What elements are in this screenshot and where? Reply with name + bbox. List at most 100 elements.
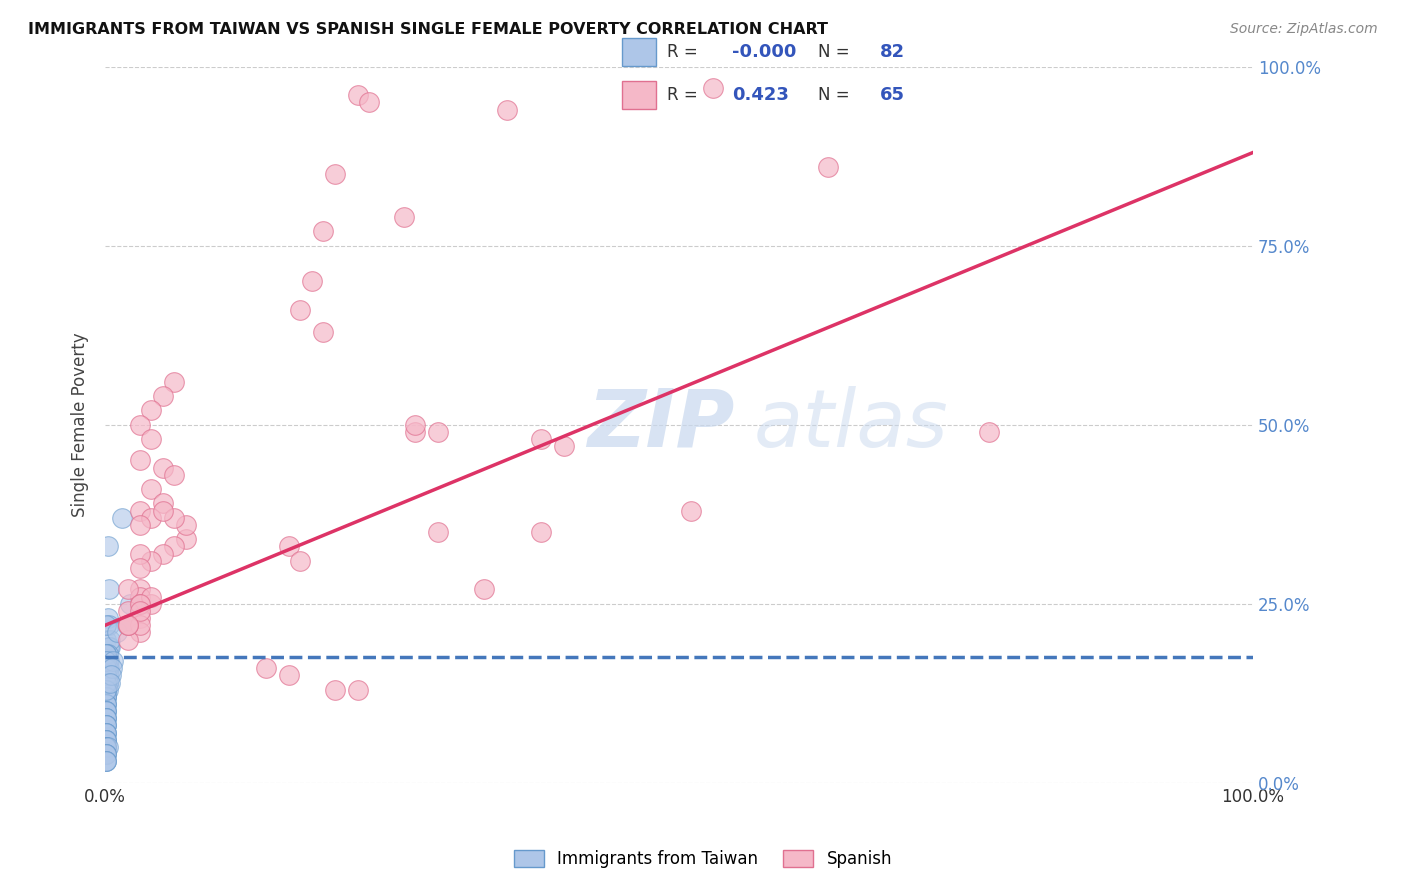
Point [96,661,118,675]
Point [346,88,368,103]
Point [96,754,118,768]
Point [96,725,118,739]
Point [96,754,118,768]
Y-axis label: Single Female Poverty: Single Female Poverty [72,333,89,517]
Point [139,510,162,524]
Point [96,682,118,697]
Point [128,561,150,575]
Point [530,525,553,540]
Point [702,81,724,95]
Point [392,210,415,224]
Point [96,732,118,747]
Point [290,554,312,568]
Text: N =: N = [818,87,855,104]
Point [96,732,118,747]
Point [139,482,162,496]
Text: 65: 65 [880,87,905,104]
Point [117,618,139,632]
Text: N =: N = [818,43,855,61]
Point [96,739,118,754]
Point [323,167,346,181]
Point [139,403,162,417]
Point [530,432,553,446]
Point [96,704,118,718]
Text: ZIP: ZIP [588,385,734,464]
Point [96,647,118,661]
Point [96,661,118,675]
Point [96,682,118,697]
Point [96,540,118,554]
Point [163,467,186,482]
Point [96,675,118,690]
Point [96,747,118,761]
Point [96,611,118,625]
Point [96,704,118,718]
Point [96,668,118,682]
Point [96,654,118,668]
Point [96,697,118,711]
Point [96,718,118,732]
Point [117,618,139,632]
Point [96,725,118,739]
Legend: Immigrants from Taiwan, Spanish: Immigrants from Taiwan, Spanish [508,843,898,875]
Point [96,661,118,675]
Point [97,618,120,632]
Point [427,425,450,439]
Point [96,647,118,661]
Text: Source: ZipAtlas.com: Source: ZipAtlas.com [1230,22,1378,37]
Point [96,618,118,632]
Point [96,647,118,661]
Point [96,661,118,675]
Point [96,647,118,661]
Point [96,697,118,711]
Point [128,503,150,517]
Point [111,510,134,524]
Point [128,625,150,640]
Point [96,711,118,725]
Point [117,582,139,597]
Point [128,453,150,467]
Point [96,690,118,704]
Point [128,611,150,625]
Point [115,618,138,632]
Point [163,510,186,524]
Point [96,754,118,768]
Point [128,590,150,604]
Point [96,739,118,754]
Point [97,668,120,682]
Point [277,540,299,554]
Text: R =: R = [666,87,703,104]
Point [128,597,150,611]
Point [152,389,174,403]
Point [97,640,120,654]
Text: R =: R = [666,43,703,61]
Point [301,275,323,289]
Point [117,604,139,618]
Point [128,582,150,597]
Point [96,682,118,697]
Point [254,661,277,675]
Point [163,375,186,389]
Point [679,503,702,517]
Point [96,668,118,682]
Point [139,554,162,568]
Point [96,718,118,732]
Point [404,417,426,432]
Point [427,525,450,540]
Point [472,582,495,597]
Point [98,675,121,690]
Point [312,325,335,339]
Point [163,540,186,554]
Point [139,597,162,611]
Point [139,432,162,446]
Point [128,547,150,561]
Point [105,625,128,640]
Point [120,597,142,611]
Point [96,675,118,690]
Point [96,711,118,725]
Point [96,661,118,675]
Point [139,590,162,604]
Text: IMMIGRANTS FROM TAIWAN VS SPANISH SINGLE FEMALE POVERTY CORRELATION CHART: IMMIGRANTS FROM TAIWAN VS SPANISH SINGLE… [28,22,828,37]
FancyBboxPatch shape [621,81,657,109]
Point [404,425,426,439]
